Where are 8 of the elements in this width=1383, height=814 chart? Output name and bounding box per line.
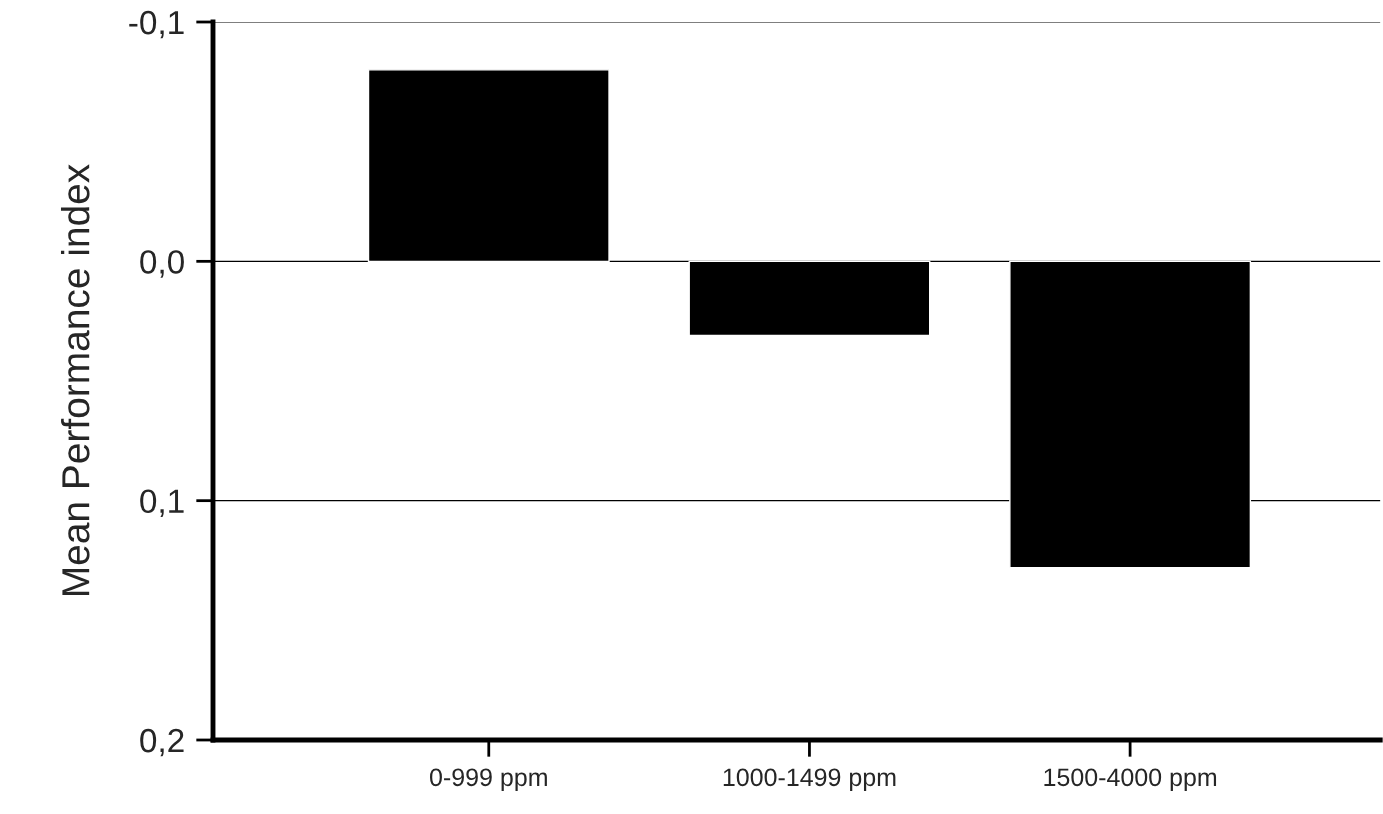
y-tick-label: 0,2 xyxy=(140,728,184,757)
x-tick-label: 1000-1499 ppm xyxy=(723,768,896,792)
x-tick-label: 0-999 ppm xyxy=(430,768,547,792)
y-tick-label: 0,0 xyxy=(140,250,184,278)
y-axis-title: Mean Performance index xyxy=(60,164,90,596)
x-tick-label: 1500-4000 ppm xyxy=(1044,768,1217,792)
y-tick-label: -0,1 xyxy=(129,10,184,39)
y-tick-label: 0,1 xyxy=(140,489,184,518)
